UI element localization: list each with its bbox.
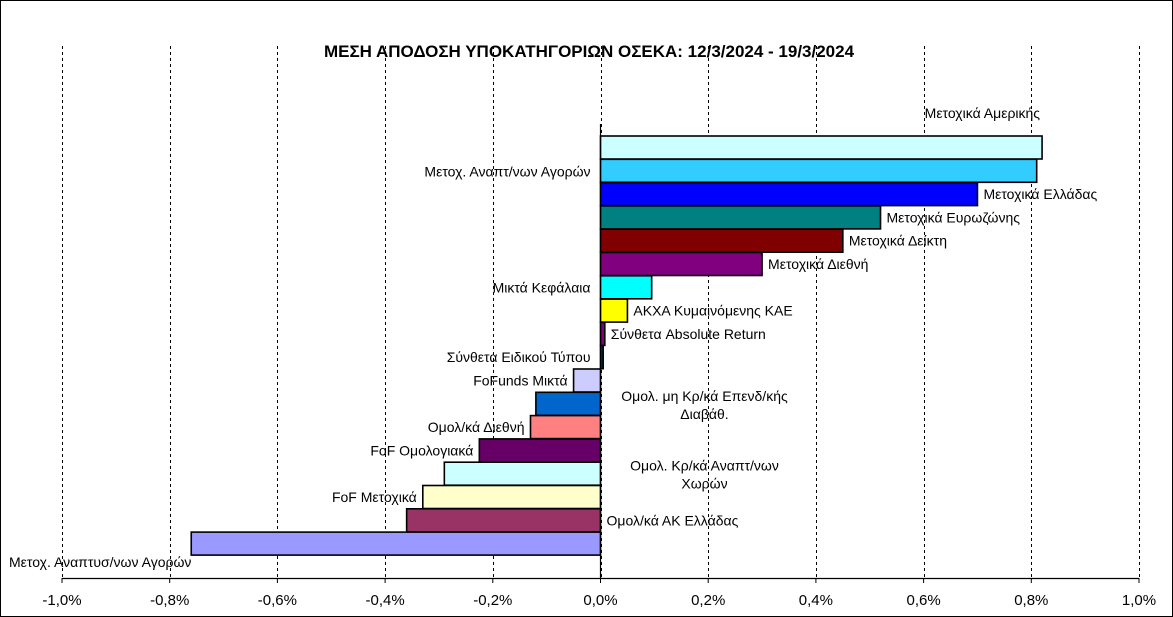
bar	[190, 531, 602, 556]
bar	[529, 414, 602, 440]
bars	[190, 135, 1043, 556]
bar	[535, 391, 602, 417]
bar-label: FoFunds Μικτά	[473, 373, 567, 389]
bar-label: FoF Ομολογιακά	[370, 442, 473, 458]
x-tick-label: -0,6%	[258, 592, 297, 609]
bar-label: Σύνθετα Ειδικού Τύπου	[447, 349, 591, 365]
bar-label: Ομολ. μη Κρ/κά Επενδ/κής	[621, 388, 788, 404]
bar-label: FoF Μετοχικά	[332, 489, 417, 505]
bar-label: Μικτά Κεφάλαια	[493, 279, 591, 295]
bar-label: Μετοχικά Ευρωζώνης	[887, 209, 1021, 225]
bar	[478, 438, 602, 463]
bar	[443, 461, 602, 487]
x-tick-label: 1,0%	[1122, 592, 1156, 609]
bar-label: Μετοχικά Ελλάδας	[983, 186, 1097, 202]
bar-label: Σύνθετα Absolute Return	[611, 326, 766, 342]
bar	[572, 368, 602, 393]
bar-label: Ομολ/κά ΑΚ Ελλάδας	[607, 512, 739, 528]
bar	[421, 484, 602, 510]
bar	[599, 135, 1043, 160]
x-tick-label: -0,2%	[473, 592, 512, 609]
bar-labels: Μετοχικά Αμερικής Μετοχ. Αναπτ/νων Αγορών…	[9, 105, 1097, 570]
chart-title: ΜΕΣΗ ΑΠΟΔΟΣΗ ΥΠΟΚΑΤΗΓΟΡΙΩΝ ΟΣΕΚΑ: 12/3/2…	[324, 42, 855, 61]
bar-label: Μετοχικά Δείκτη	[849, 233, 947, 249]
bar	[599, 321, 606, 347]
bar	[599, 298, 629, 323]
x-tick-label: -0,8%	[150, 592, 189, 609]
x-tick-label: 0,8%	[1014, 592, 1048, 609]
bar-label: Μετοχικά Διεθνή	[768, 256, 868, 272]
bar-label: Μετοχ. Αναπτυσ/νων Αγορών	[9, 554, 191, 570]
bar	[599, 274, 653, 300]
bar	[599, 181, 979, 207]
bar-label: Μετοχικά Αμερικής	[925, 105, 1041, 121]
bar	[405, 507, 602, 533]
x-tick-label: 0,2%	[691, 592, 725, 609]
x-tick-label: -1,0%	[42, 592, 81, 609]
bar-label: ΑΚΧΑ Κυμαινόμενης ΚΑΕ	[633, 303, 792, 319]
bar-label: Χωρών	[681, 476, 727, 492]
bar	[599, 158, 1038, 184]
bar	[599, 205, 882, 230]
bar	[599, 251, 763, 277]
bar	[599, 228, 844, 253]
x-tick-label: 0,4%	[799, 592, 833, 609]
x-tick-label: 0,0%	[583, 592, 617, 609]
x-tick-label: 0,6%	[906, 592, 940, 609]
bar-label: Ομολ/κά Διεθνή	[428, 419, 525, 435]
bar-label: Μετοχ. Αναπτ/νων Αγορών	[424, 163, 590, 179]
x-tick-labels: -1,0% -0,8% -0,6% -0,4% -0,2% 0,0% 0,2% 0,4% 0,6…	[42, 578, 1156, 609]
bar-label: Διαβάθ.	[680, 406, 728, 422]
bar-label: Ομολ. Κρ/κά Αναπτ/νων	[630, 458, 779, 474]
x-tick-label: -0,4%	[366, 592, 405, 609]
